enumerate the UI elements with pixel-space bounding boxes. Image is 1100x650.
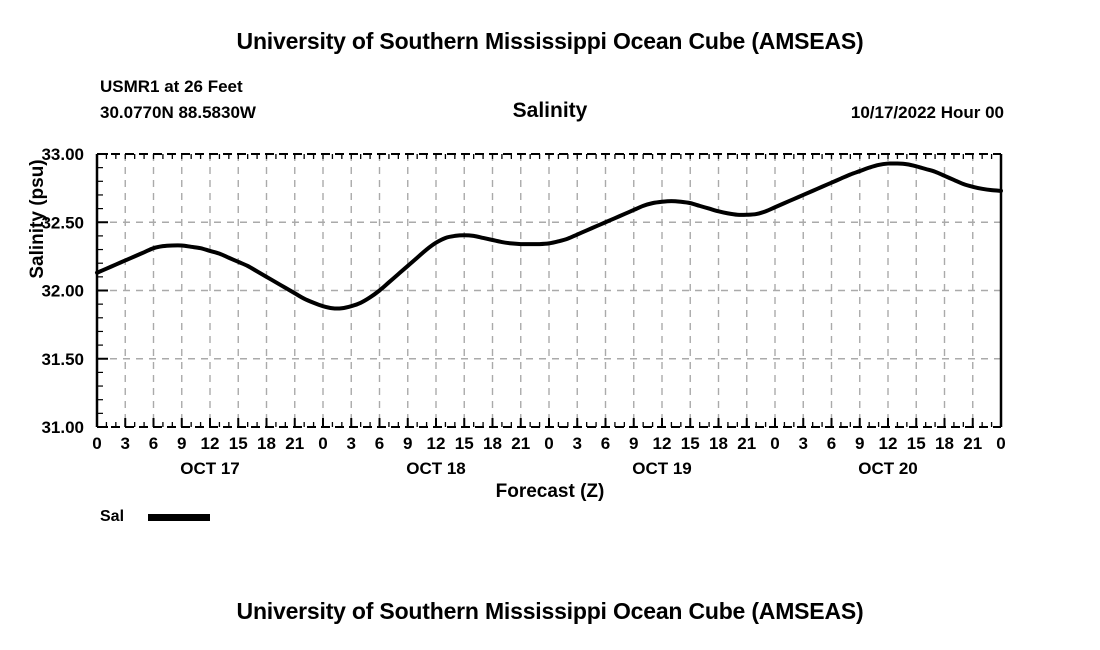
x-tick-label: 12	[201, 434, 220, 453]
legend-swatch-sal	[148, 513, 211, 521]
x-tick-label: 0	[318, 434, 327, 453]
x-tick-label: 3	[121, 434, 130, 453]
x-tick-label: 9	[177, 434, 186, 453]
x-tick-label: 15	[681, 434, 700, 453]
x-tick-label: 21	[285, 434, 304, 453]
y-tick-label: 33.00	[41, 145, 84, 164]
x-tick-label: 6	[601, 434, 610, 453]
variable-title: Salinity	[512, 99, 588, 122]
x-axis-day-label: OCT 20	[858, 459, 918, 478]
x-tick-label: 3	[347, 434, 356, 453]
x-tick-label: 6	[375, 434, 384, 453]
station-label: USMR1 at 26 Feet	[100, 77, 243, 96]
x-tick-label: 15	[907, 434, 926, 453]
x-tick-label: 21	[737, 434, 756, 453]
x-tick-label: 12	[427, 434, 446, 453]
x-tick-label: 0	[770, 434, 779, 453]
page-title: University of Southern Mississippi Ocean…	[236, 28, 864, 54]
x-tick-label: 9	[855, 434, 864, 453]
x-tick-label: 6	[149, 434, 158, 453]
y-tick-label: 32.00	[41, 282, 84, 301]
salinity-line-chart: 0 3 6 9 12 15 18 21 0 3 6 9 12 15 18 21 0 3 6 9 12 15 18 21 0 3 6 9…	[41, 145, 1005, 478]
x-tick-label: 18	[483, 434, 502, 453]
x-tick-label: 9	[629, 434, 638, 453]
x-tick-label: 18	[709, 434, 728, 453]
x-axis-day-label: OCT 19	[632, 459, 692, 478]
x-axis-day-label: OCT 18	[406, 459, 466, 478]
x-tick-label: 6	[827, 434, 836, 453]
y-tick-label: 31.00	[41, 418, 84, 437]
x-tick-label: 21	[511, 434, 530, 453]
x-tick-label: 18	[935, 434, 954, 453]
x-axis-day-label: OCT 17	[180, 459, 240, 478]
y-tick-label: 32.50	[41, 213, 84, 232]
x-tick-label: 12	[653, 434, 672, 453]
chart-legend: Sal	[100, 508, 211, 526]
legend-label-sal: Sal	[100, 508, 125, 525]
x-tick-label: 0	[544, 434, 553, 453]
x-tick-label: 9	[403, 434, 412, 453]
model-run-time: 10/17/2022 Hour 00	[850, 103, 1004, 122]
coordinates-label: 30.0770N 88.5830W	[100, 103, 256, 122]
x-tick-label: 21	[963, 434, 982, 453]
x-tick-label: 0	[92, 434, 101, 453]
x-tick-label: 15	[455, 434, 474, 453]
x-axis-title: Forecast (Z)	[495, 481, 605, 502]
x-tick-label: 3	[799, 434, 808, 453]
x-tick-label: 3	[573, 434, 582, 453]
footer-title: University of Southern Mississippi Ocean…	[236, 598, 864, 624]
y-tick-label: 31.50	[41, 350, 84, 369]
x-tick-label: 18	[257, 434, 276, 453]
series-line-sal	[95, 161, 1003, 311]
x-tick-label: 0	[996, 434, 1005, 453]
x-tick-label: 12	[879, 434, 898, 453]
x-tick-label: 15	[229, 434, 248, 453]
